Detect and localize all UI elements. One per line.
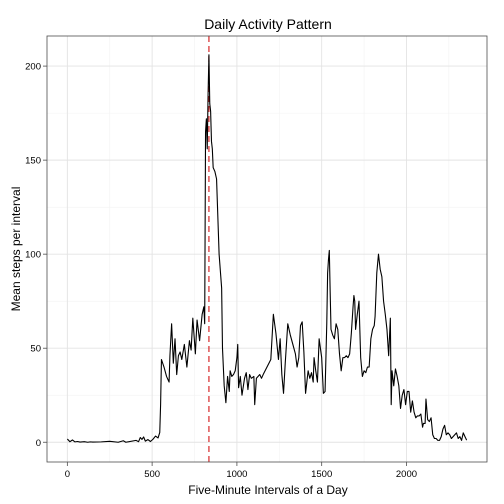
y-tick-label: 150 <box>25 156 41 167</box>
y-tick-label: 100 <box>25 250 41 261</box>
plot-panel-border <box>46 35 488 463</box>
chart-title: Daily Activity Pattern <box>204 16 332 32</box>
x-tick-label: 1000 <box>226 469 247 480</box>
x-axis-label: Five-Minute Intervals of a Day <box>188 483 347 497</box>
x-tick-label: 0 <box>65 469 70 480</box>
y-tick-label: 50 <box>30 344 41 355</box>
y-axis-label: Mean steps per interval <box>9 187 23 312</box>
x-tick-label: 500 <box>144 469 160 480</box>
axis-ticks: 0 500 1000 1500 2000 0 50 100 150 200 <box>25 62 417 480</box>
grid <box>47 36 487 462</box>
series-group <box>66 54 468 443</box>
x-tick-label: 1500 <box>311 469 332 480</box>
x-tick-label: 2000 <box>396 469 417 480</box>
y-tick-label: 0 <box>36 438 41 449</box>
series-line <box>66 54 468 443</box>
y-tick-label: 200 <box>25 62 41 73</box>
